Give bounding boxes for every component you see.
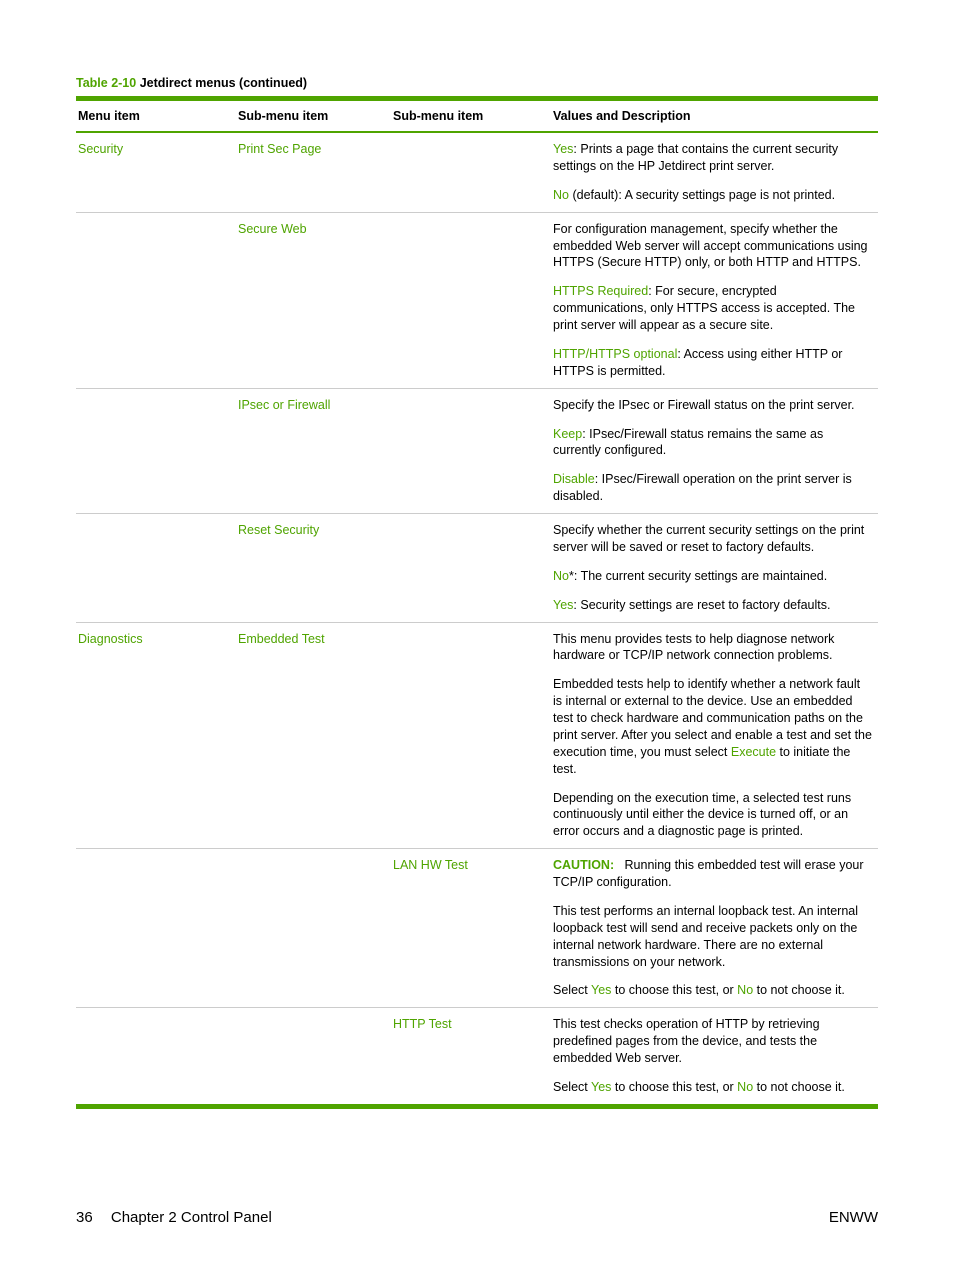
cell-empty [76, 1008, 236, 1104]
val-no: No [553, 188, 569, 202]
cell-empty [391, 514, 551, 623]
cell-lan-hw: LAN HW Test [391, 849, 551, 1008]
rs-no-rest: : The current security settings are main… [574, 569, 827, 583]
http-p2a: Select [553, 1080, 591, 1094]
cell-embedded-test: Embedded Test [236, 622, 391, 849]
lan-p3a: Select [553, 983, 591, 997]
ipsec-intro: Specify the IPsec or Firewall status on … [553, 397, 872, 414]
jetdirect-table: Menu item Sub-menu item Sub-menu item Va… [76, 96, 878, 1104]
cell-diagnostics: Diagnostics [76, 622, 236, 849]
val-no-rest: (default): A security settings page is n… [569, 188, 835, 202]
caption-prefix: Table 2-10 [76, 76, 136, 90]
cell-security: Security [76, 132, 236, 212]
http-p2c: to not choose it. [753, 1080, 845, 1094]
row-diagnostics: Diagnostics Embedded Test This menu prov… [76, 622, 878, 849]
cell-empty [391, 622, 551, 849]
cell-print-sec-desc: Yes: Prints a page that contains the cur… [551, 132, 878, 212]
cell-empty [236, 1008, 391, 1104]
cell-empty [391, 388, 551, 513]
footer-right: ENWW [829, 1209, 878, 1226]
cell-ipsec: IPsec or Firewall [236, 388, 391, 513]
rs-yes: Yes [553, 598, 573, 612]
cell-empty [76, 514, 236, 623]
table-header-row: Menu item Sub-menu item Sub-menu item Va… [76, 99, 878, 133]
cell-empty [76, 849, 236, 1008]
ipsec-keep: Keep [553, 427, 582, 441]
cell-secure-web-desc: For configuration management, specify wh… [551, 212, 878, 388]
footer-left: 36 Chapter 2 Control Panel [76, 1209, 272, 1226]
caption-suffix: Jetdirect menus (continued) [136, 76, 307, 90]
cell-ipsec-desc: Specify the IPsec or Firewall status on … [551, 388, 878, 513]
chapter-label: Chapter 2 Control Panel [111, 1209, 272, 1226]
lan-yes: Yes [591, 983, 611, 997]
et-p3: Depending on the execution time, a selec… [553, 790, 872, 841]
sw-opt: HTTP/HTTPS optional [553, 347, 677, 361]
val-yes-rest: : Prints a page that contains the curren… [553, 142, 838, 173]
hdr-submenu-2: Sub-menu item [391, 99, 551, 133]
rs-intro: Specify whether the current security set… [553, 522, 872, 556]
cell-empty [391, 132, 551, 212]
row-security-printsec: Security Print Sec Page Yes: Prints a pa… [76, 132, 878, 212]
cell-empty [236, 849, 391, 1008]
lan-p3c: to not choose it. [753, 983, 845, 997]
et-exec: Execute [731, 745, 776, 759]
row-ipsec: IPsec or Firewall Specify the IPsec or F… [76, 388, 878, 513]
cell-empty [76, 388, 236, 513]
ipsec-dis: Disable [553, 472, 595, 486]
page-footer: 36 Chapter 2 Control Panel ENWW [76, 1209, 878, 1226]
sw-req: HTTPS Required [553, 284, 648, 298]
hdr-menu-item: Menu item [76, 99, 236, 133]
val-yes: Yes [553, 142, 573, 156]
lan-p3b: to choose this test, or [611, 983, 737, 997]
page-container: Table 2-10 Jetdirect menus (continued) M… [0, 0, 954, 1270]
cell-print-sec-page: Print Sec Page [236, 132, 391, 212]
row-lan-hw: LAN HW Test CAUTION: Running this embedd… [76, 849, 878, 1008]
caution-label: CAUTION: [553, 858, 614, 872]
http-yes: Yes [591, 1080, 611, 1094]
rs-yes-rest: : Security settings are reset to factory… [573, 598, 830, 612]
lan-p2: This test performs an internal loopback … [553, 903, 872, 971]
cell-reset-sec-desc: Specify whether the current security set… [551, 514, 878, 623]
table-wrap: Menu item Sub-menu item Sub-menu item Va… [76, 96, 878, 1109]
cell-lan-hw-desc: CAUTION: Running this embedded test will… [551, 849, 878, 1008]
cell-empty [391, 212, 551, 388]
et-intro: This menu provides tests to help diagnos… [553, 631, 872, 665]
row-secure-web: Secure Web For configuration management,… [76, 212, 878, 388]
http-p1: This test checks operation of HTTP by re… [553, 1016, 872, 1067]
row-reset-security: Reset Security Specify whether the curre… [76, 514, 878, 623]
row-http-test: HTTP Test This test checks operation of … [76, 1008, 878, 1104]
rs-no: No [553, 569, 569, 583]
cell-reset-sec: Reset Security [236, 514, 391, 623]
cell-secure-web: Secure Web [236, 212, 391, 388]
http-no: No [737, 1080, 753, 1094]
hdr-submenu-1: Sub-menu item [236, 99, 391, 133]
sw-intro: For configuration management, specify wh… [553, 221, 872, 272]
table-caption: Table 2-10 Jetdirect menus (continued) [76, 76, 878, 90]
http-p2b: to choose this test, or [611, 1080, 737, 1094]
ipsec-dis-rest: : IPsec/Firewall operation on the print … [553, 472, 852, 503]
hdr-values: Values and Description [551, 99, 878, 133]
cell-empty [76, 212, 236, 388]
ipsec-keep-rest: : IPsec/Firewall status remains the same… [553, 427, 823, 458]
cell-http-test: HTTP Test [391, 1008, 551, 1104]
page-number: 36 [76, 1209, 93, 1226]
cell-http-desc: This test checks operation of HTTP by re… [551, 1008, 878, 1104]
lan-no: No [737, 983, 753, 997]
table-bottom-rule [76, 1104, 878, 1109]
cell-embedded-desc: This menu provides tests to help diagnos… [551, 622, 878, 849]
